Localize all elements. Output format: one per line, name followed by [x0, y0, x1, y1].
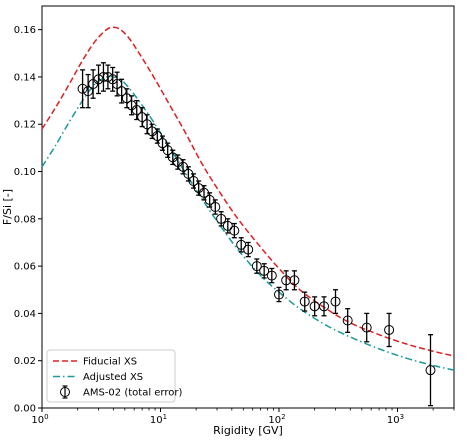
y-axis-title: F/Si [-] [1, 189, 14, 225]
y-tick-label: 0.10 [14, 167, 36, 178]
x-tick-label: 103 [387, 413, 404, 426]
data-point [384, 324, 395, 335]
y-tick-label: 0.00 [14, 404, 36, 415]
data-point [251, 261, 262, 272]
data-point [259, 265, 270, 276]
data-point [281, 275, 292, 286]
series-line-0 [41, 26, 455, 357]
y-tick-label: 0.02 [14, 356, 36, 367]
data-point [299, 296, 310, 307]
data-point [236, 239, 247, 250]
x-axis-title: Rigidity [GV] [213, 424, 283, 437]
series-ams02 [77, 62, 436, 407]
legend-label: AMS-02 (total error) [83, 388, 182, 399]
y-axis: 0.00 0.02 0.04 0.06 0.08 0.10 0.12 0.14 0.16 [14, 25, 42, 415]
series-line-1 [41, 75, 455, 371]
x-tick-label: 100 [31, 413, 48, 426]
plot-area: 100 101 102 103 0.00 0.02 0.04 0.06 0.08 0.10 0.1… [14, 5, 455, 426]
legend-box [46, 349, 176, 403]
legend-entry: AMS-02 (total error) [60, 385, 182, 399]
x-axis: 100 101 102 103 [31, 408, 455, 426]
data-point [425, 365, 436, 376]
legend-entries: Fiducial XS Adjusted XS AMS-02 (total erro… [53, 357, 182, 399]
data-point [342, 315, 353, 326]
data-point [77, 83, 88, 94]
data-point [222, 220, 233, 231]
legend-entry: Adjusted XS [53, 372, 143, 383]
legend-label: Adjusted XS [83, 372, 143, 383]
x-tick-label: 101 [150, 413, 167, 426]
data-point [273, 289, 284, 300]
data-point [330, 296, 341, 307]
legend-marker [60, 387, 70, 397]
data-point [361, 322, 372, 333]
data-point [210, 202, 221, 212]
y-tick-label: 0.04 [14, 309, 36, 320]
plot-frame [41, 5, 455, 409]
series-layer [41, 26, 455, 407]
y-tick-label: 0.12 [14, 120, 36, 131]
x-tick-label: 102 [268, 413, 285, 426]
y-tick-label: 0.16 [14, 25, 36, 36]
y-tick-label: 0.14 [14, 72, 36, 83]
legend-label: Fiducial XS [83, 357, 137, 368]
data-point [243, 244, 254, 255]
data-point [319, 301, 330, 312]
data-point [229, 225, 240, 236]
y-tick-label: 0.08 [14, 214, 36, 225]
data-point [131, 105, 142, 116]
legend: Fiducial XS Adjusted XS AMS-02 (total erro… [46, 349, 182, 403]
data-point [266, 270, 277, 281]
legend-entry: Fiducial XS [53, 357, 137, 368]
data-point [289, 275, 300, 286]
data-point [116, 86, 127, 97]
y-tick-label: 0.06 [14, 262, 36, 273]
